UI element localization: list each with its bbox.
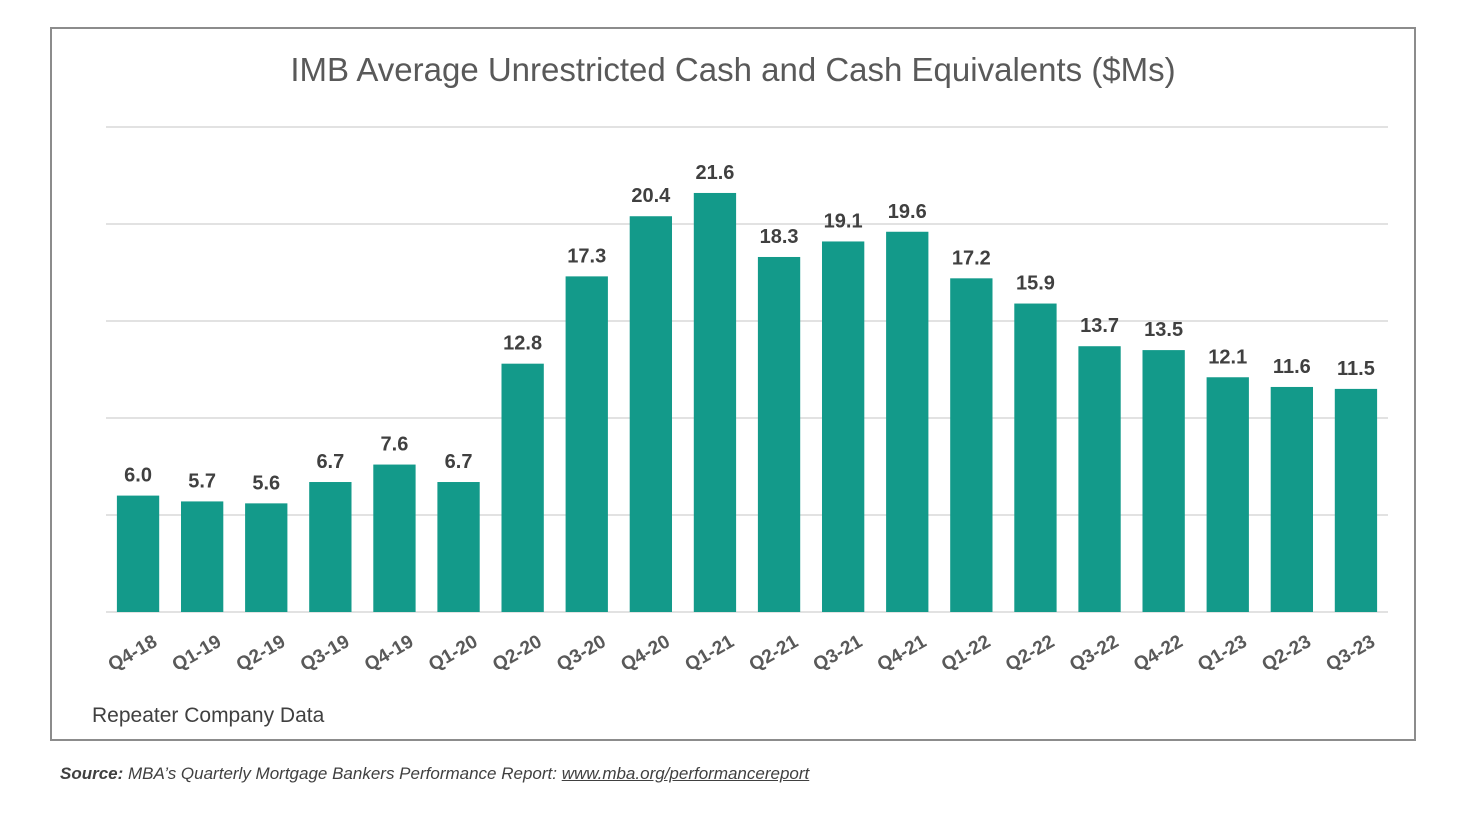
- data-label-Q3-21: 19.1: [824, 210, 863, 232]
- bar-Q3-20: [565, 276, 608, 612]
- bar-Q1-23: [1206, 377, 1249, 612]
- bar-Q4-22: [1142, 350, 1185, 612]
- bar-Q4-19: [373, 464, 416, 612]
- chart-frame: IMB Average Unrestricted Cash and Cash E…: [50, 27, 1416, 741]
- source-text: MBA’s Quarterly Mortgage Bankers Perform…: [123, 764, 562, 783]
- x-tick-label-Q3-21: Q3-21: [810, 631, 867, 676]
- x-tick-label-Q4-19: Q4-19: [361, 631, 417, 676]
- x-tick-label-Q4-18: Q4-18: [105, 631, 161, 676]
- data-label-Q4-21: 19.6: [888, 201, 927, 223]
- x-tick-label-Q1-23: Q1-23: [1194, 631, 1250, 676]
- data-label-Q3-23: 11.5: [1337, 358, 1375, 380]
- data-label-Q1-21: 21.6: [695, 162, 734, 184]
- bar-Q1-20: [437, 482, 480, 612]
- chart-title: IMB Average Unrestricted Cash and Cash E…: [290, 51, 1176, 88]
- x-tick-label-Q4-20: Q4-20: [618, 631, 674, 676]
- x-tick-label-Q3-20: Q3-20: [553, 631, 609, 676]
- source-label: Source:: [60, 764, 124, 783]
- x-tick-label-Q1-19: Q1-19: [169, 631, 225, 676]
- data-label-Q4-20: 20.4: [631, 185, 671, 207]
- bar-Q2-20: [501, 363, 544, 612]
- bar-Q4-20: [629, 216, 673, 613]
- data-label-Q1-23: 12.1: [1208, 346, 1247, 368]
- data-label-Q2-20: 12.8: [503, 333, 542, 355]
- source-line: Source: MBA’s Quarterly Mortgage Bankers…: [60, 764, 809, 784]
- data-label-Q4-19: 7.6: [381, 434, 409, 456]
- bar-Q2-19: [245, 503, 288, 612]
- bar-Q1-19: [180, 501, 224, 612]
- bar-Q3-22: [1078, 346, 1121, 612]
- bar-Q1-21: [693, 192, 737, 612]
- x-tick-label-Q3-22: Q3-22: [1066, 631, 1122, 676]
- x-tick-label-Q3-23: Q3-23: [1323, 631, 1379, 676]
- data-label-Q3-22: 13.7: [1080, 315, 1119, 337]
- x-tick-label-Q2-21: Q2-21: [746, 631, 803, 676]
- bar-Q2-22: [1014, 303, 1057, 612]
- bar-Q3-19: [309, 482, 352, 612]
- data-label-Q2-23: 11.6: [1273, 356, 1311, 378]
- x-tick-label-Q1-20: Q1-20: [425, 631, 481, 676]
- x-tick-label-Q3-19: Q3-19: [297, 631, 353, 676]
- chart-note: Repeater Company Data: [92, 704, 325, 727]
- x-tick-label-Q2-19: Q2-19: [233, 631, 289, 676]
- x-tick-label-Q2-20: Q2-20: [489, 631, 545, 676]
- source-link[interactable]: www.mba.org/performancereport: [561, 764, 810, 783]
- data-label-Q3-20: 17.3: [567, 245, 606, 267]
- x-tick-label-Q1-21: Q1-21: [682, 631, 739, 676]
- bar-Q3-21: [821, 241, 865, 612]
- x-tick-label-Q4-22: Q4-22: [1130, 631, 1186, 676]
- x-tick-label-Q4-21: Q4-21: [874, 631, 931, 676]
- data-label-Q3-19: 6.7: [316, 451, 344, 473]
- data-label-Q2-21: 18.3: [760, 226, 799, 248]
- bar-Q2-21: [757, 256, 801, 612]
- bar-Q2-23: [1270, 386, 1314, 612]
- x-tick-label-Q2-22: Q2-22: [1002, 631, 1058, 676]
- bar-Q4-21: [886, 231, 929, 612]
- bar-Q4-18: [116, 495, 160, 612]
- data-label-Q2-19: 5.6: [252, 472, 280, 494]
- bar-Q1-22: [950, 278, 993, 612]
- x-tick-label-Q1-22: Q1-22: [938, 631, 994, 676]
- data-label-Q2-22: 15.9: [1016, 273, 1055, 295]
- data-label-Q1-20: 6.7: [445, 451, 473, 473]
- x-tick-label-Q2-23: Q2-23: [1259, 631, 1315, 676]
- bar-chart: 6.0 Q4-18 5.7 Q1-19 5.6 Q2-19 6.7 Q3-19 7.6 Q4-19…: [105, 126, 1388, 676]
- data-label-Q4-22: 13.5: [1144, 319, 1183, 341]
- data-label-Q4-18: 6.0: [124, 465, 152, 487]
- data-label-Q1-22: 17.2: [952, 247, 991, 269]
- data-label-Q1-19: 5.7: [188, 470, 216, 492]
- bar-Q3-23: [1334, 388, 1378, 612]
